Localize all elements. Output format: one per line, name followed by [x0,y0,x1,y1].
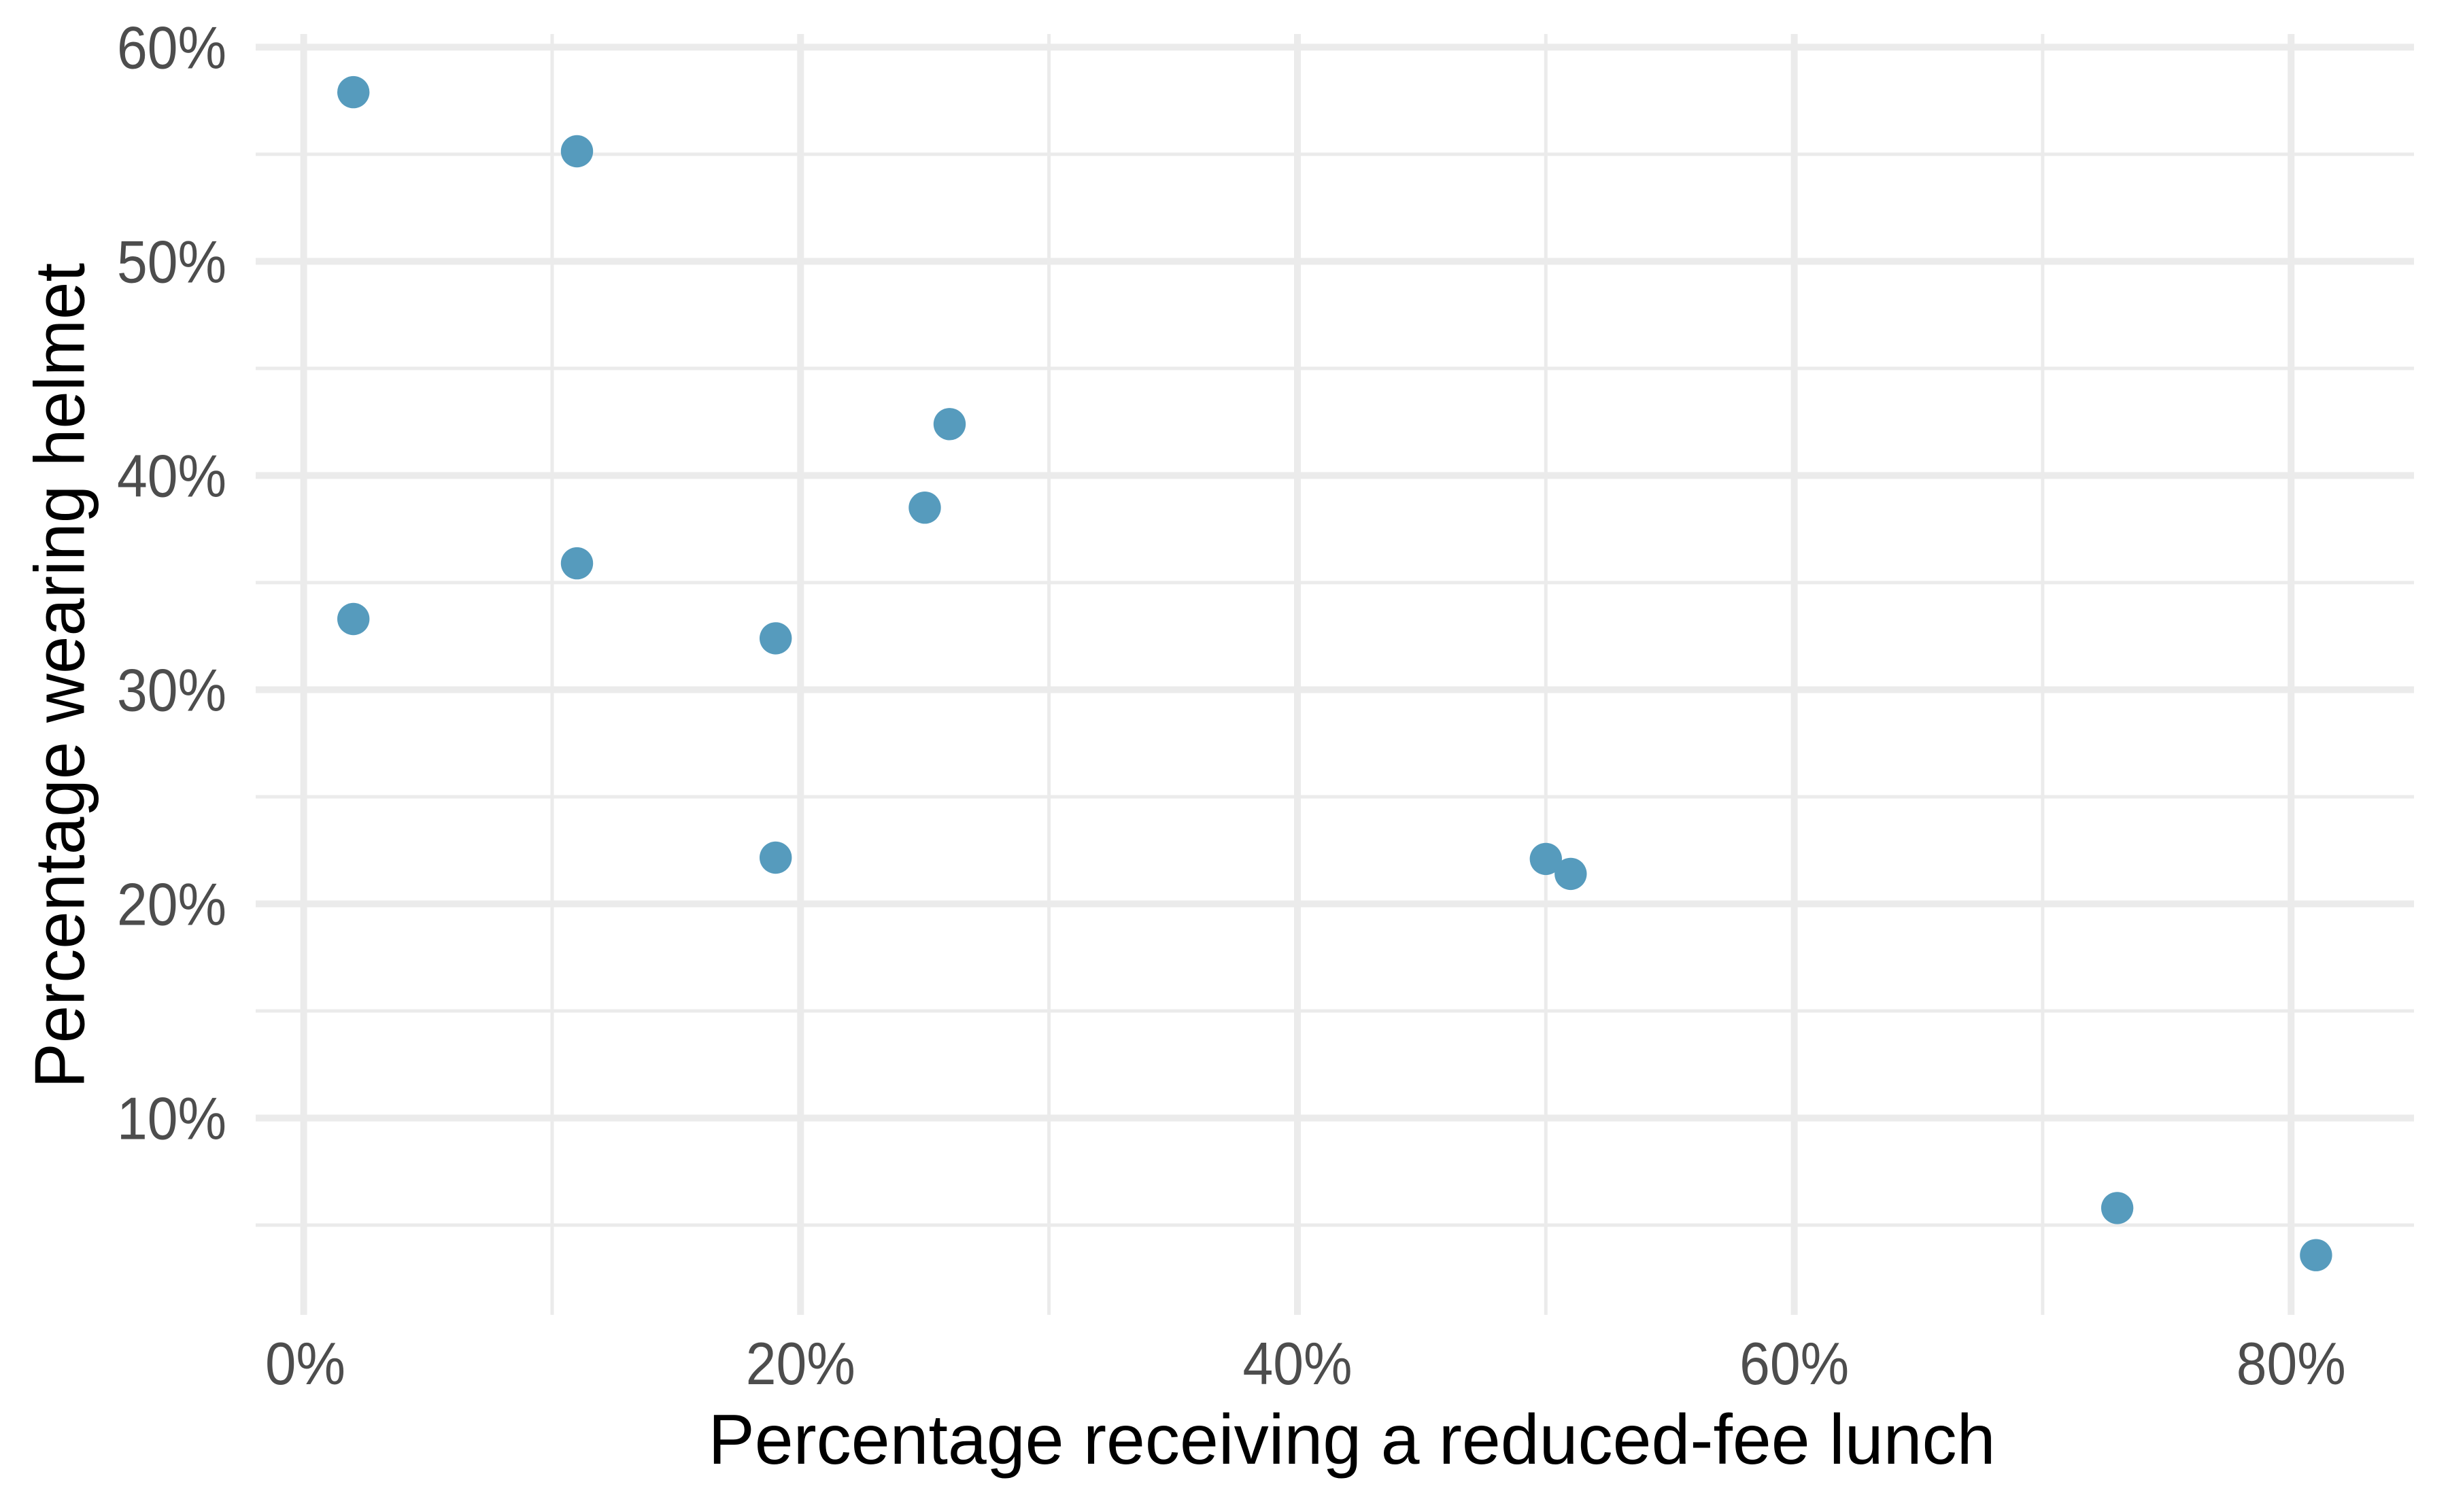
svg-text:Percentage receiving a reduced: Percentage receiving a reduced-fee lunch [709,1401,1996,1479]
svg-text:50%: 50% [117,228,226,295]
svg-text:20%: 20% [746,1330,855,1397]
svg-text:20%: 20% [117,871,226,938]
svg-text:30%: 30% [117,657,226,724]
svg-text:60%: 60% [1739,1330,1849,1397]
svg-text:Percentage wearing helmet: Percentage wearing helmet [20,263,99,1088]
svg-text:0%: 0% [265,1330,345,1397]
svg-text:60%: 60% [117,14,226,81]
svg-text:10%: 10% [117,1085,226,1152]
svg-text:40%: 40% [117,442,226,509]
svg-text:80%: 80% [2237,1330,2346,1397]
svg-text:40%: 40% [1243,1330,1353,1397]
